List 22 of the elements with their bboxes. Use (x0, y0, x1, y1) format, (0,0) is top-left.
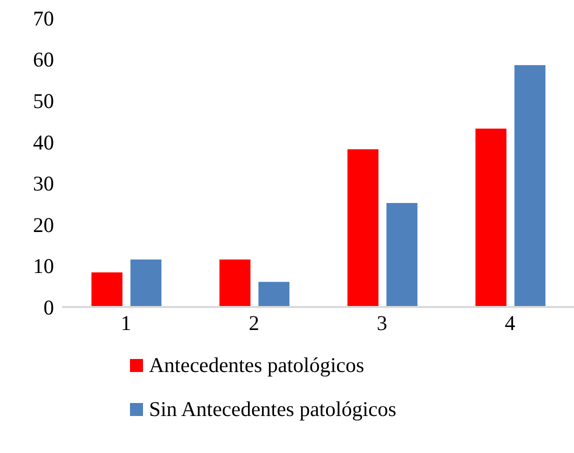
x-tick-label: 1 (120, 310, 132, 335)
legend-label: Antecedentes patológicos (149, 352, 364, 378)
bar (91, 272, 122, 307)
y-tick-label: 50 (33, 89, 54, 114)
bar (130, 260, 162, 307)
y-tick-label: 40 (33, 130, 54, 154)
y-tick-label: 0 (44, 295, 54, 320)
y-tick-label: 20 (33, 212, 54, 237)
y-tick-label: 10 (33, 254, 54, 278)
bar (258, 282, 290, 307)
x-tick-label: 3 (376, 310, 388, 335)
bar (475, 128, 506, 307)
y-tick-label: 60 (33, 48, 54, 72)
bar (347, 149, 378, 307)
x-tick-label: 2 (248, 310, 260, 335)
bar (514, 65, 546, 307)
bar (219, 260, 250, 307)
legend-label: Sin Antecedentes patológicos (149, 396, 396, 422)
x-tick-label: 4 (504, 310, 516, 335)
y-tick-label: 70 (33, 6, 54, 30)
bar (386, 202, 418, 307)
y-tick-label: 30 (33, 172, 54, 196)
